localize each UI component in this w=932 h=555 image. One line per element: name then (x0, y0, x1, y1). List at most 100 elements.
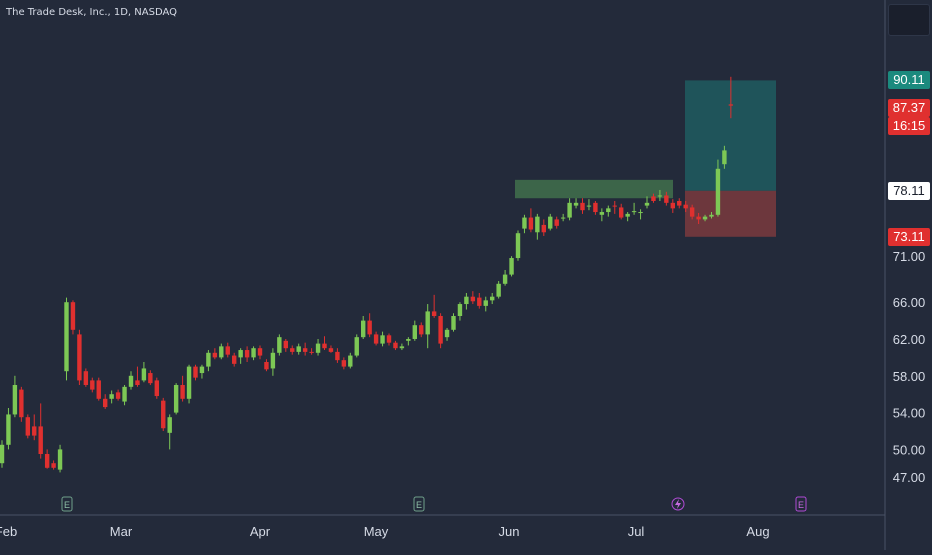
candle-body (290, 348, 295, 352)
candle-body (251, 348, 256, 358)
candle-body (32, 426, 37, 436)
candle-body (393, 342, 398, 349)
candle-body (296, 346, 301, 352)
candle-body (490, 296, 495, 301)
candle-body (586, 205, 592, 207)
candle-body (709, 214, 714, 217)
stop-price-tag: 73.11 (888, 227, 930, 246)
candle-body (535, 216, 540, 233)
candle-body (425, 311, 430, 335)
candle-body (38, 426, 43, 454)
candle-body (90, 380, 95, 390)
candle-body (19, 389, 24, 418)
candle-body (399, 346, 405, 349)
candle-body (12, 385, 18, 415)
candle-body (315, 343, 321, 353)
candle-body (199, 366, 205, 374)
candle-body (25, 417, 30, 436)
candle-body (238, 350, 243, 358)
candle-body (431, 311, 437, 316)
svg-text:E: E (64, 500, 70, 510)
candle-body (64, 302, 69, 372)
candle-body (599, 212, 605, 215)
candle-body (502, 274, 508, 284)
candle-body (367, 320, 372, 335)
candle-body (270, 352, 276, 369)
candle-body (593, 202, 598, 213)
candle-body (477, 297, 482, 306)
candle-body (573, 202, 579, 206)
svg-text:E: E (416, 500, 422, 510)
candle-body (103, 398, 108, 408)
x-tick-label: Jun (499, 524, 520, 539)
earnings-event-marker: E (795, 496, 807, 512)
candle-body (560, 217, 566, 219)
candle-body (206, 352, 211, 367)
candle-body (348, 355, 353, 367)
candle-body (715, 168, 721, 215)
candle-body (702, 216, 708, 220)
candle-body (302, 348, 308, 352)
candle-body (438, 316, 443, 344)
candle-body (644, 202, 650, 206)
candle-body (154, 380, 159, 397)
candle-body (115, 392, 121, 399)
candle-body (451, 316, 456, 330)
drawings-layer (515, 80, 776, 237)
candle-body (412, 325, 417, 339)
candle-body (612, 205, 617, 207)
y-tick-label: 71.00 (893, 249, 926, 264)
candle-body (670, 202, 675, 209)
last-price-tag: 87.37 (888, 98, 930, 117)
x-tick-label: Aug (746, 524, 769, 539)
candle-body (689, 207, 695, 217)
candle-body (0, 444, 5, 464)
target-price-tag: 90.11 (888, 71, 930, 90)
candle-body (683, 204, 688, 209)
candle-body (619, 207, 624, 218)
candle-body (277, 337, 282, 353)
candle-body (283, 340, 288, 349)
candle-body (696, 216, 701, 220)
y-tick-label: 50.00 (893, 442, 926, 457)
candle-body (264, 362, 269, 370)
candle-body (212, 352, 218, 358)
candle-body (406, 339, 411, 341)
x-tick-label: Jul (628, 524, 645, 539)
candle-body (651, 196, 656, 201)
candles-layer (0, 76, 734, 473)
x-tick-label: May (364, 524, 389, 539)
x-tick-label: Feb (0, 524, 17, 539)
candle-body (728, 104, 734, 106)
x-tick-label: Apr (250, 524, 271, 539)
candle-body (51, 463, 56, 468)
resistance-zone (515, 179, 673, 199)
candle-body (386, 335, 392, 343)
candle-body (186, 366, 192, 399)
y-tick-label: 58.00 (893, 369, 926, 384)
earnings-event-marker: E (413, 496, 425, 512)
candle-body (554, 219, 559, 226)
candle-body (638, 212, 643, 214)
candle-body (380, 335, 385, 344)
y-tick-label: 62.00 (893, 332, 926, 347)
earnings-event-marker: E (61, 496, 73, 512)
candle-body (128, 375, 134, 387)
x-tick-label: Mar (110, 524, 133, 539)
candle-body (567, 202, 572, 218)
candle-body (70, 302, 76, 330)
chart-settings-corner[interactable] (888, 4, 930, 36)
candle-body (515, 233, 521, 259)
candle-body (548, 216, 553, 229)
candle-body (444, 329, 450, 338)
candle-body (44, 454, 50, 468)
candle-body (96, 380, 101, 399)
candle-body (541, 224, 546, 233)
y-tick-label: 54.00 (893, 406, 926, 421)
candle-body (109, 394, 114, 399)
candle-body (173, 385, 179, 413)
candle-body (167, 417, 172, 433)
candle-body (141, 368, 147, 381)
